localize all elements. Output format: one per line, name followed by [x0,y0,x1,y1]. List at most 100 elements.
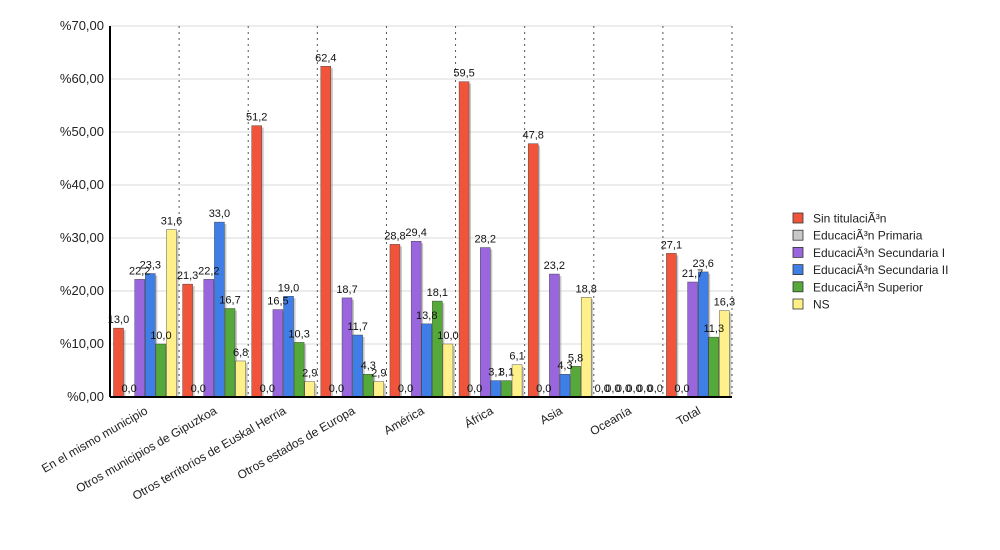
bar [304,381,315,398]
x-tick-label: África [462,402,496,430]
bar-value-label: 3,1 [499,367,514,379]
bar-value-label: 10,0 [150,330,171,342]
bar-value-label: 10,0 [437,330,458,342]
bar-value-label: 23,6 [692,258,713,270]
bar [458,81,470,398]
bar [166,229,177,398]
bar-value-label: 23,2 [544,260,565,272]
x-tick-label: América [381,403,426,437]
bar-value-label: 0,0 [536,383,551,395]
bar-value-label: 19,0 [278,282,299,294]
bar [666,253,677,398]
legend-swatch [792,281,804,293]
bar-value-label: 4,3 [361,360,376,372]
bar-value-label: 16,3 [714,297,735,309]
y-tick-label: %60,00 [60,71,104,86]
bar [527,143,539,398]
legend-swatch [792,264,804,276]
bar-value-label: 0,0 [648,383,663,395]
bar [283,296,294,398]
legend-swatch [792,246,804,258]
bar-value-label: 47,8 [522,130,543,142]
x-tick-label: Total [674,403,703,428]
bar [501,380,512,398]
bar-value-label: 0,0 [467,383,482,395]
bar-value-label: 0,0 [595,383,610,395]
bar [559,374,571,398]
y-tick-label: %70,00 [60,18,104,33]
bar-value-label: 13,8 [416,310,437,322]
legend-label: EducaciÃ³n Secundaria II [813,263,948,277]
bar [203,279,215,398]
bar-value-label: 0,0 [398,383,413,395]
bar-value-label: 0,0 [605,383,620,395]
y-tick-label: %30,00 [60,230,104,245]
bar-value-label: 0,0 [260,383,275,395]
bar-value-label: 16,7 [219,294,240,306]
bar-value-label: 28,2 [475,234,496,246]
bar-value-label: 4,3 [557,360,572,372]
bar-value-label: 2,9 [371,368,386,380]
bar-value-label: 13,0 [108,314,129,326]
bar-value-label: 3,1 [488,367,503,379]
legend-label: Sin titulaciÃ³n [813,212,886,226]
bar [549,273,560,398]
bar [373,381,385,398]
y-tick-label: %10,00 [60,336,104,351]
bar-value-label: 18,8 [575,283,596,295]
bar-value-label: 18,1 [427,287,448,299]
y-tick-label: %0,00 [67,389,104,404]
bar-value-label: 51,2 [246,112,267,124]
bar-value-label: 22,2 [129,265,150,277]
bar-value-label: 0,0 [637,383,652,395]
bar [251,125,262,398]
bar [182,283,193,398]
bar-value-label: 27,1 [661,239,682,251]
bar [389,244,401,398]
x-tick-label: Oceanía [588,403,635,438]
bar-value-label: 23,3 [140,260,161,272]
legend-label: NS [813,298,830,312]
bars [113,66,732,398]
bar-value-label: 28,8 [384,230,405,242]
bar-value-label: 33,0 [209,208,230,220]
y-tick-label: %40,00 [60,177,104,192]
legend-label: EducaciÃ³n Superior [813,280,923,294]
bar-value-label: 29,4 [405,227,426,239]
bar-value-label: 0,0 [121,383,136,395]
legend-label: EducaciÃ³n Secundaria I [813,246,945,260]
bar-value-label: 10,3 [288,328,309,340]
bar-value-label: 0,0 [329,383,344,395]
bar-value-label: 6,8 [233,347,248,359]
bar-value-label: 18,7 [336,284,357,296]
bar [490,380,502,398]
bar-value-label: 31,6 [161,216,182,228]
bar [580,297,592,398]
bar [155,343,167,398]
data-labels: 13,00,022,223,310,031,621,30,022,233,016… [108,52,735,395]
bar-value-label: 16,5 [267,296,288,308]
y-tick-label: %50,00 [60,124,104,139]
bar-value-label: 22,2 [198,265,219,277]
bar [421,323,432,398]
bar [687,281,698,398]
bar-value-label: 0,0 [674,383,689,395]
bar [235,360,246,398]
legend-swatch [792,212,804,224]
x-tick-label: Asia [538,403,565,427]
bar-value-label: 2,9 [302,368,317,380]
bar [708,336,719,398]
legend-swatch [792,229,804,241]
legend-swatch [792,298,804,310]
bar [134,279,145,398]
legend-label: EducaciÃ³n Primaria [813,229,923,243]
y-tick-label: %20,00 [60,283,104,298]
bar-value-label: 0,0 [191,383,206,395]
bar-value-label: 62,4 [315,52,336,64]
bar-value-label: 6,1 [509,351,524,363]
bar-value-label: 21,7 [682,268,703,280]
bar-value-label: 5,8 [568,352,583,364]
bar [320,66,332,398]
bar-value-label: 11,3 [703,323,724,335]
